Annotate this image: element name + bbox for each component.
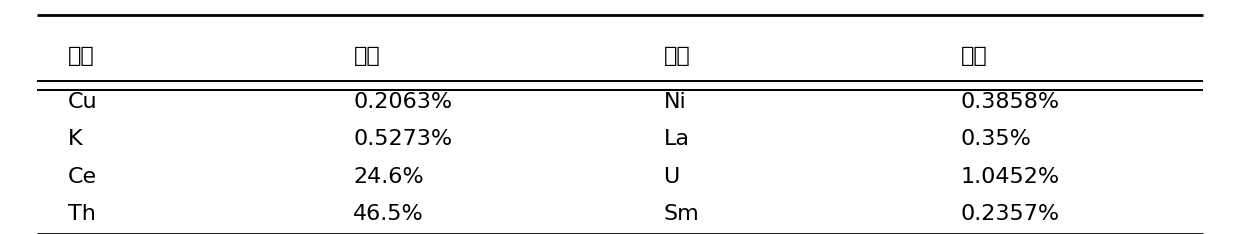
Text: 成分: 成分 <box>663 46 691 66</box>
Text: Ni: Ni <box>663 92 686 112</box>
Text: 0.5273%: 0.5273% <box>353 129 453 149</box>
Text: 0.3858%: 0.3858% <box>961 92 1060 112</box>
Text: 0.2357%: 0.2357% <box>961 204 1060 224</box>
Text: 含量: 含量 <box>353 46 381 66</box>
Text: 0.35%: 0.35% <box>961 129 1032 149</box>
Text: Ce: Ce <box>68 167 97 187</box>
Text: 46.5%: 46.5% <box>353 204 424 224</box>
Text: Th: Th <box>68 204 95 224</box>
Text: 含量: 含量 <box>961 46 988 66</box>
Text: 1.0452%: 1.0452% <box>961 167 1060 187</box>
Text: Sm: Sm <box>663 204 699 224</box>
Text: K: K <box>68 129 83 149</box>
Text: 24.6%: 24.6% <box>353 167 424 187</box>
Text: 0.2063%: 0.2063% <box>353 92 453 112</box>
Text: 成分: 成分 <box>68 46 95 66</box>
Text: La: La <box>663 129 689 149</box>
Text: Cu: Cu <box>68 92 98 112</box>
Text: U: U <box>663 167 680 187</box>
